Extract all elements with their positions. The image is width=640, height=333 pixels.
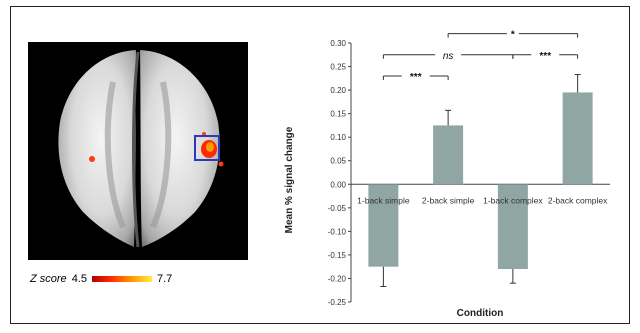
zscore-label: Z score — [30, 273, 67, 285]
zscore-colorbar — [91, 276, 152, 282]
category-label: 2-back simple — [422, 195, 475, 205]
y-tick-label: -0.20 — [328, 274, 347, 283]
bar — [433, 125, 464, 185]
category-label: 1-back simple — [357, 195, 410, 205]
significance-label: *** — [539, 51, 551, 62]
y-tick-label: -0.10 — [328, 227, 347, 236]
significance-label: ns — [443, 51, 454, 62]
bar-chart: 0.30 0.25 0.20 0.15 0.10 0.05 0.00 -0.05 -0.10 -0… — [284, 30, 610, 319]
y-tick-label: 0.05 — [330, 157, 346, 166]
activation-blob — [89, 156, 95, 162]
zscore-min: 4.5 — [71, 273, 87, 285]
left-hemisphere — [58, 50, 136, 247]
y-tick-label: -0.25 — [328, 298, 347, 307]
zscore-max: 7.7 — [156, 273, 173, 285]
bar — [497, 184, 528, 270]
significance-label: *** — [410, 72, 422, 83]
y-tick-label: 0.10 — [330, 133, 346, 142]
y-tick-label: 0.15 — [330, 110, 346, 119]
category-label: 1-back complex — [483, 195, 543, 205]
bar — [562, 92, 593, 185]
y-tick-label: -0.05 — [328, 204, 347, 213]
category-label: 2-back complex — [548, 195, 608, 205]
significance-label: * — [511, 30, 515, 41]
y-tick-label: 0.25 — [330, 63, 346, 72]
y-tick-label: -0.15 — [328, 251, 347, 260]
bar — [368, 184, 399, 267]
y-tick-label: 0.30 — [330, 39, 346, 48]
brain-coronal-slice — [58, 50, 224, 248]
x-axis-label: Condition — [457, 308, 504, 319]
roi-box — [194, 135, 220, 161]
y-tick-label: 0.20 — [330, 86, 346, 95]
zscore-colorbar-legend: Z score 4.5 7.7 — [30, 273, 172, 285]
brain-activation-image — [28, 42, 248, 260]
y-tick-label: 0.00 — [330, 180, 346, 189]
y-axis-label: Mean % signal change — [284, 126, 295, 233]
